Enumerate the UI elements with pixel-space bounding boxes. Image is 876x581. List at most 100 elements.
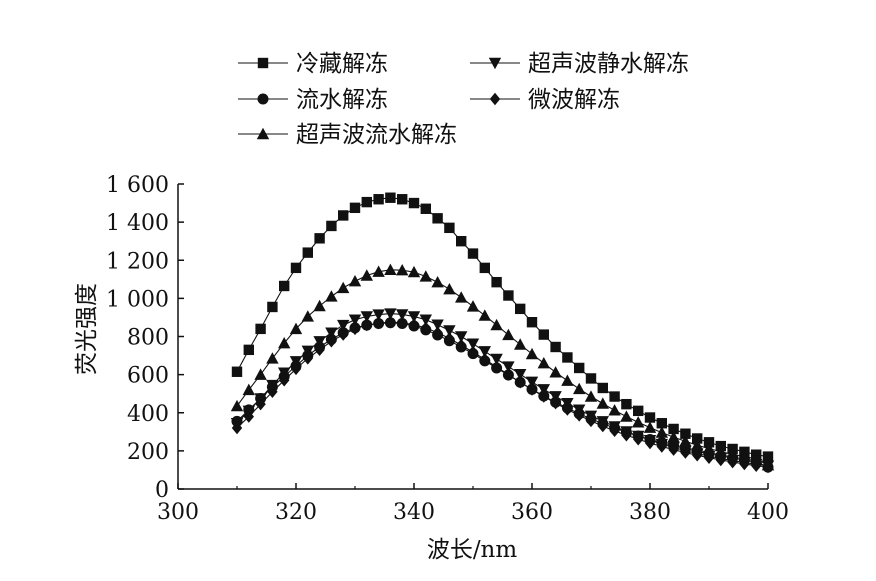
axes: 300 320 340 360 380 400 0 200 400 600 800 1 000 1 20… [106,173,789,525]
data-point [385,192,396,203]
data-point [537,384,550,396]
data-point [656,418,667,429]
legend-marker [488,57,502,70]
data-point [478,346,491,358]
data-point [621,429,632,442]
data-point [702,442,716,454]
data-point [408,197,420,209]
data-point [431,319,444,331]
data-point [325,327,338,339]
data-point [255,397,266,411]
data-point [326,335,337,348]
data-point [609,424,620,438]
data-point [443,325,456,337]
data-point [384,308,397,320]
data-point [609,391,620,402]
x-tick-label: 320 [275,500,317,525]
data-point [338,210,349,221]
data-point [525,376,539,389]
data-point [490,353,503,366]
data-point [549,391,562,403]
data-point [515,376,526,389]
data-point [562,352,573,363]
data-point [680,428,691,439]
data-point [444,222,455,234]
data-point [703,451,715,464]
data-point [243,410,254,423]
data-point [620,410,633,422]
data-point [692,433,703,444]
data-point [326,220,337,232]
data-point [550,341,561,353]
data-point [538,390,549,403]
data-point [385,315,396,329]
data-point [266,352,279,364]
data-point [597,419,608,433]
data-point [302,352,313,365]
data-point [373,316,384,330]
y-tick-label: 400 [127,402,169,427]
legend-label: 超声波流水解冻 [296,122,457,148]
data-point [444,332,455,345]
x-tick-label: 360 [511,500,553,525]
data-point [479,353,490,366]
data-point [231,366,243,377]
data-point [739,457,750,471]
data-point [373,194,384,205]
data-point [751,459,762,472]
legend-entry: 超声波流水解冻 [238,122,457,148]
legend-entry: 冷藏解冻 [238,51,388,77]
data-point [573,382,586,395]
data-point [360,269,373,281]
data-point [407,311,421,323]
data-point [549,366,562,378]
series-line [236,313,769,467]
data-point [314,233,325,244]
data-point [727,455,738,469]
data-point [597,382,608,394]
data-point [349,322,361,336]
data-point [633,405,644,417]
y-tick-label: 800 [127,326,169,351]
data-point [679,435,692,447]
data-point [467,345,479,359]
data-point [407,265,421,278]
data-point [372,309,385,321]
data-point [466,338,480,350]
x-tick-label: 300 [157,500,199,525]
data-point [396,263,409,276]
series-layer [230,192,775,474]
data-point [420,203,431,214]
data-point [290,362,302,376]
data-point [525,347,539,360]
data-point [762,451,774,462]
data-point [325,290,338,302]
data-point [302,247,313,258]
data-point [585,414,597,428]
series-5 [231,315,774,474]
data-point [514,369,527,381]
data-point [419,270,432,282]
data-point [231,421,243,435]
data-point [313,336,326,348]
data-point [562,403,573,416]
data-point [656,440,667,453]
data-point [596,397,609,409]
data-point [384,263,397,275]
data-point [337,319,350,332]
data-point [360,311,373,323]
data-point [655,426,668,438]
data-point [692,449,703,462]
data-point [668,443,679,456]
data-point [338,328,349,341]
data-point [680,446,691,459]
y-axis-title: 荧光强度 [74,283,100,375]
data-point [478,309,491,321]
y-tick-label: 600 [127,364,169,389]
data-point [456,235,467,247]
data-point [574,362,585,374]
y-tick-label: 1 400 [106,211,169,236]
data-point [432,326,443,339]
data-point [456,338,467,352]
